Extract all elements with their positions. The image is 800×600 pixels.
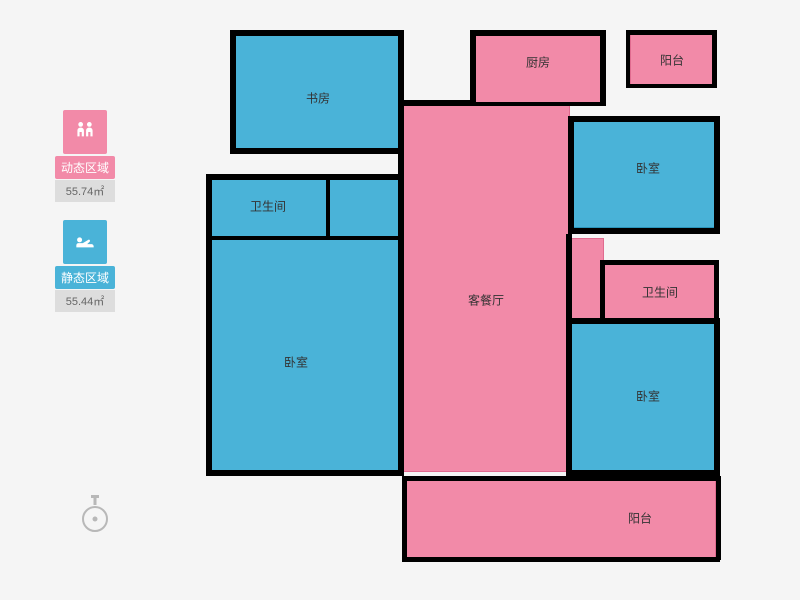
wall-5 [206,174,404,180]
wall-4 [206,174,212,474]
wall-12 [470,30,604,36]
wall-24 [600,260,718,265]
wall-32 [402,476,720,481]
wall-18 [626,30,630,88]
room-passage [328,178,402,238]
wall-34 [716,476,721,560]
wall-14 [470,102,606,106]
wall-11 [470,30,476,106]
wall-1 [230,30,236,152]
wall-35 [402,557,720,562]
wall-33 [402,476,407,560]
wall-15 [626,30,716,35]
wall-16 [712,30,717,88]
wall-6 [206,236,402,240]
legend-item-static: 静态区域 55.44㎡ [55,220,115,312]
wall-10 [398,100,474,106]
compass-icon [78,495,112,540]
room-label-toilet_left: 卫生间 [250,198,286,215]
room-label-bedroom_br: 卧室 [636,388,660,405]
wall-9 [398,100,404,476]
floorplan: 书房厨房阳台卧室卫生间客餐厅卫生间卧室卧室阳台 [190,20,770,580]
wall-29 [566,318,572,474]
wall-20 [568,116,574,232]
wall-28 [566,318,718,324]
legend-item-dynamic: 动态区域 55.74㎡ [55,110,115,202]
legend-value-static: 55.44㎡ [55,290,115,312]
wall-22 [568,228,720,234]
room-balcony_bot [406,480,716,558]
legend-label-static: 静态区域 [55,266,115,289]
room-label-living: 客餐厅 [468,292,504,309]
wall-8 [206,470,404,476]
room-label-balcony_top: 阳台 [660,52,684,69]
sleep-icon [63,220,107,264]
wall-30 [714,318,720,474]
room-label-bedroom_tr: 卧室 [636,160,660,177]
wall-26 [714,260,719,320]
wall-21 [714,116,720,232]
room-label-kitchen: 厨房 [526,54,550,71]
room-label-balcony_bot: 阳台 [628,510,652,527]
legend-value-dynamic: 55.74㎡ [55,180,115,202]
wall-13 [600,30,606,106]
room-label-bedroom_left: 卧室 [284,354,308,371]
wall-3 [230,148,404,154]
room-hall_right [570,238,604,320]
room-living [402,104,570,472]
wall-7 [326,174,330,238]
wall-0 [230,30,404,36]
wall-23 [566,234,572,322]
wall-19 [568,116,718,122]
wall-17 [626,84,716,88]
wall-25 [600,260,605,320]
legend-panel: 动态区域 55.74㎡ 静态区域 55.44㎡ [55,110,115,330]
room-label-study: 书房 [306,90,330,107]
people-icon [63,110,107,154]
room-label-toilet_right: 卫生间 [642,284,678,301]
legend-label-dynamic: 动态区域 [55,156,115,179]
